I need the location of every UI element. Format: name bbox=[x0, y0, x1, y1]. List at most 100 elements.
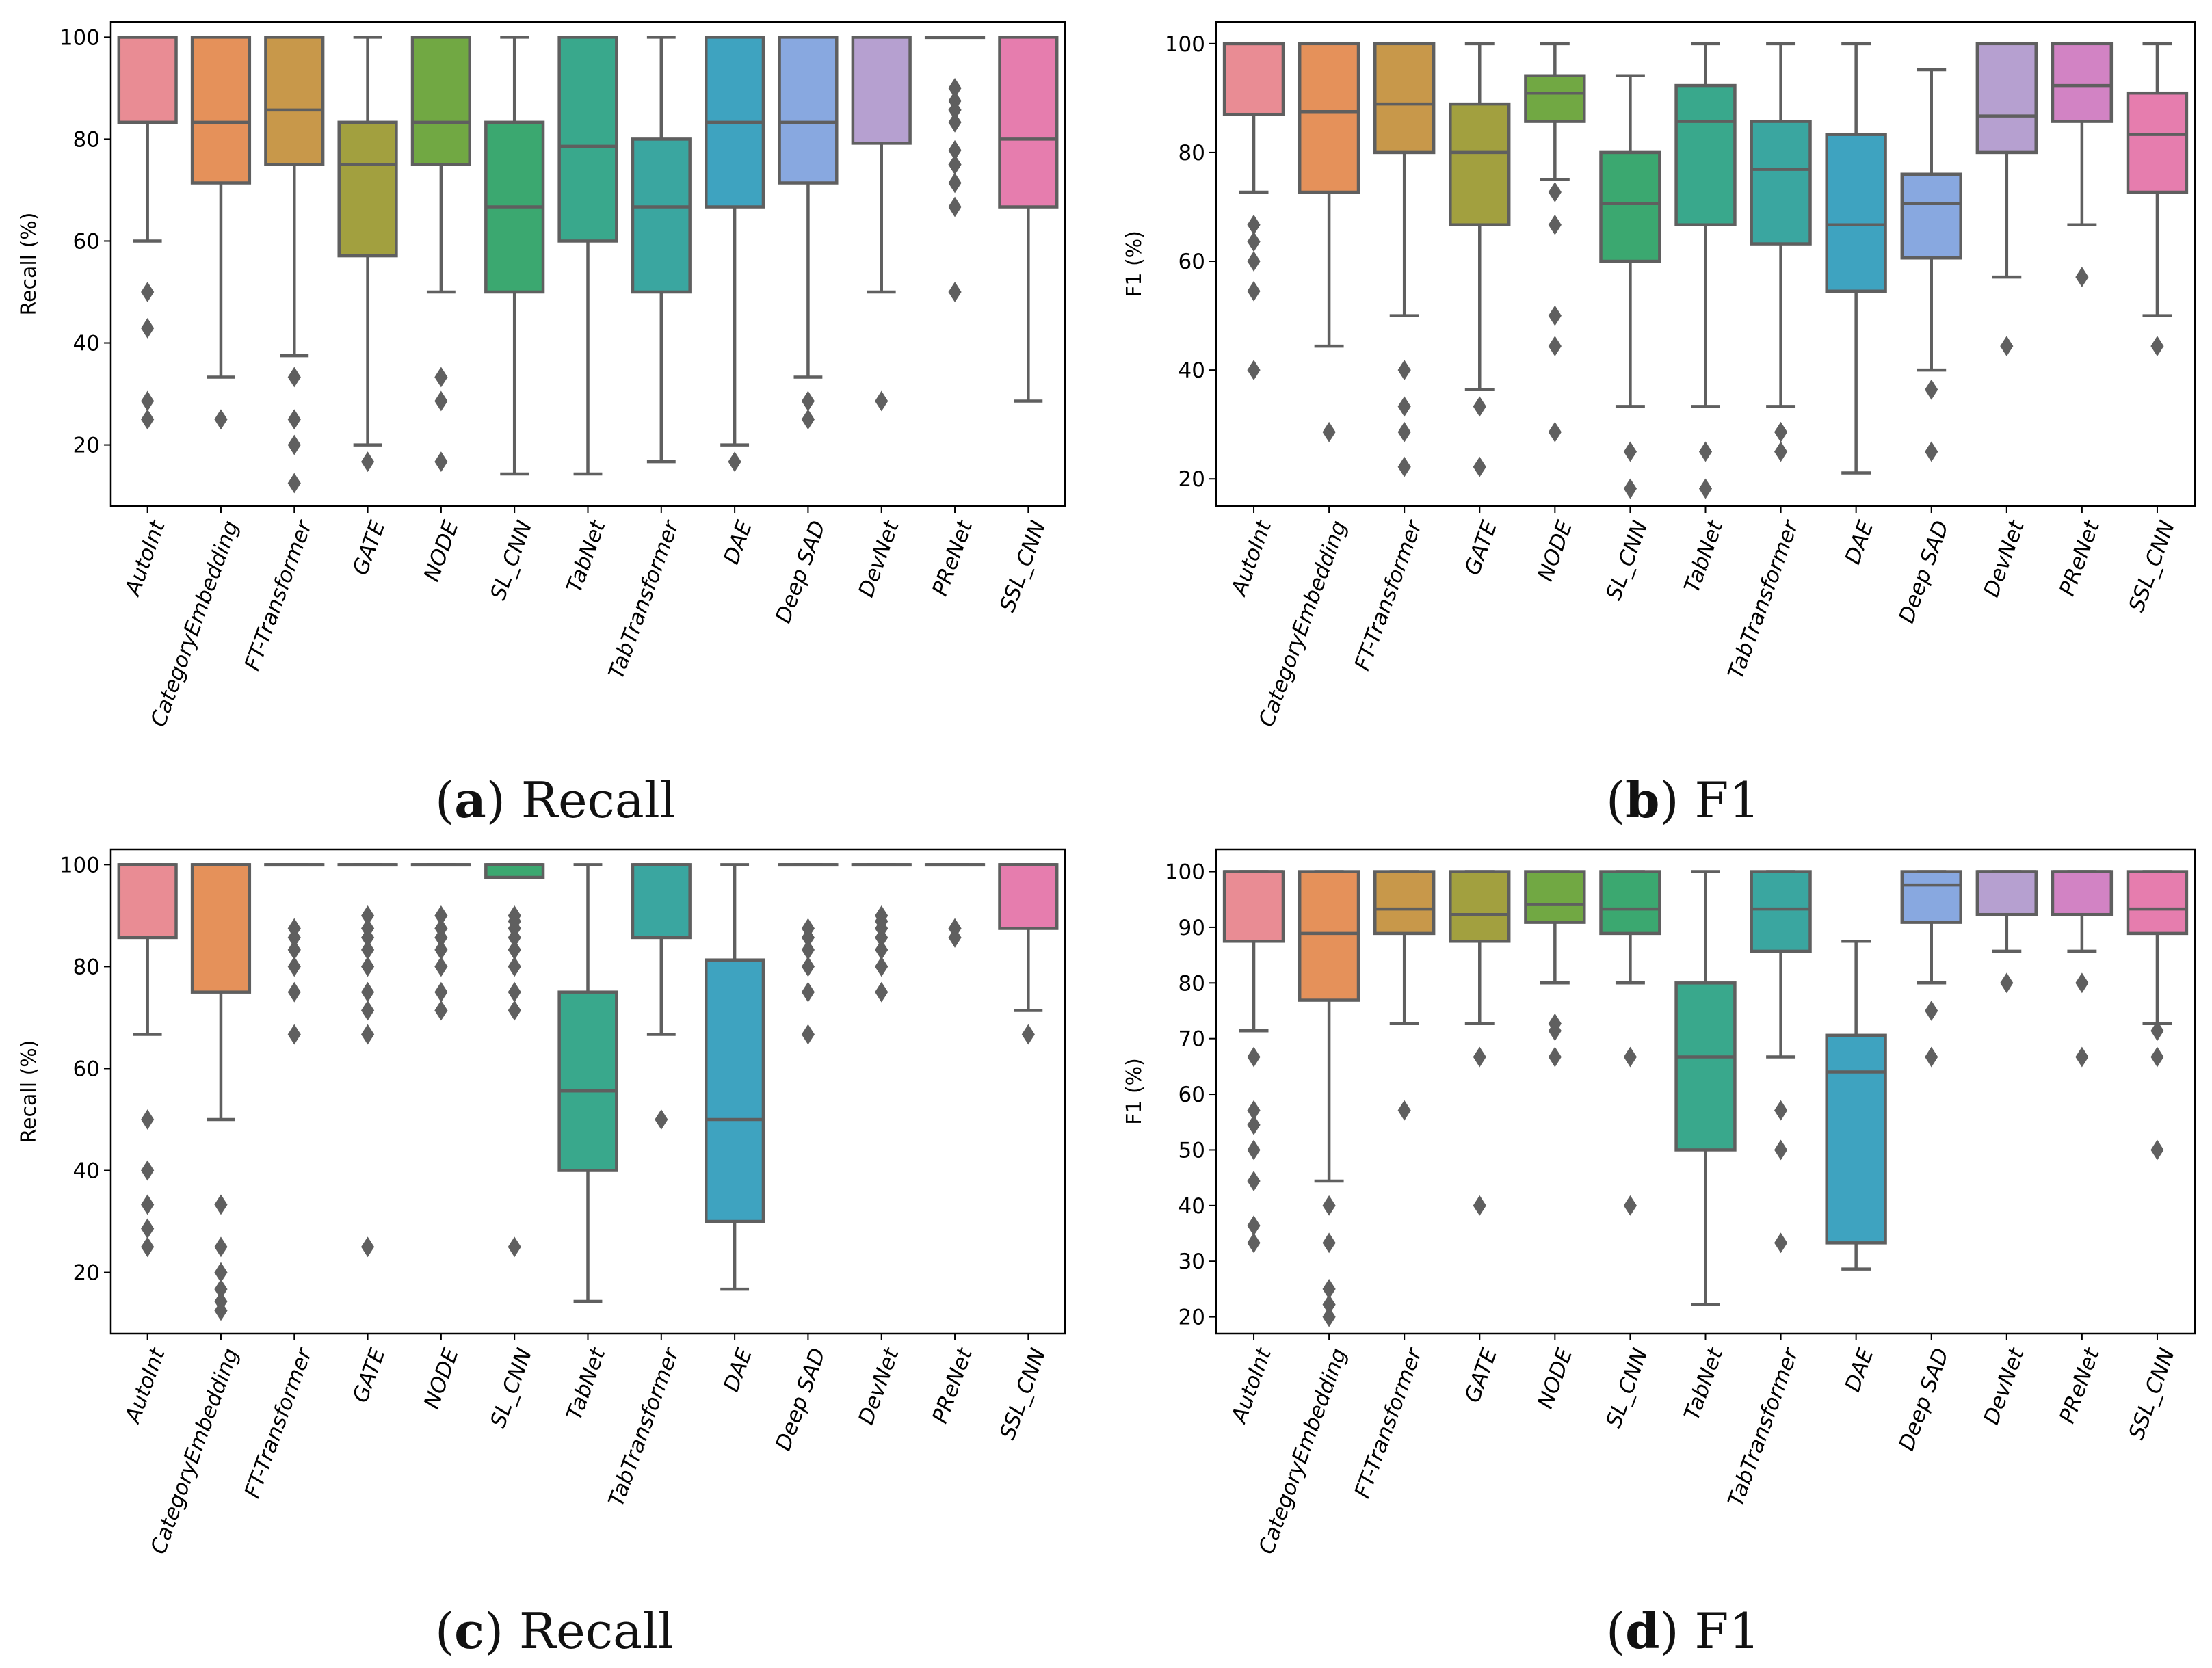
panel-c-ft-transformer-outlier-4 bbox=[287, 981, 301, 1003]
panel-a-node-box bbox=[410, 36, 471, 166]
panel-b-frame bbox=[1215, 21, 2196, 507]
panel-b-sl-cnn-outlier-1 bbox=[1623, 478, 1637, 499]
panel-d-ft-transformer-box bbox=[1373, 870, 1436, 936]
panel-d-node-box-group bbox=[1524, 870, 1586, 1068]
panel-b-autoint-outlier-2 bbox=[1247, 251, 1261, 272]
panel-a-ft-transformer-box-group bbox=[264, 36, 325, 494]
panel-a-sl-cnn-xtick-label: SL_CNN bbox=[486, 518, 537, 604]
panel-d-categoryembedding-box-group bbox=[1298, 870, 1360, 1327]
panel-d-deep-sad-xtick-label: Deep SAD bbox=[1894, 1345, 1953, 1454]
panel-c-autoint-xtick-label: AutoInt bbox=[120, 1344, 171, 1427]
panel-b-ytick-label-100: 100 bbox=[1165, 32, 1205, 57]
panel-d-devnet-box bbox=[1975, 870, 2038, 916]
panel-c-frame bbox=[109, 848, 1066, 1335]
panel-d-ytick-label-40: 40 bbox=[1179, 1194, 1205, 1219]
panel-c-ssl-cnn-box bbox=[998, 863, 1059, 930]
panel-c-ytick-label-40: 40 bbox=[73, 1159, 100, 1184]
chart-panel-b: 20 40 60 80 100 F1 (%) AutoIntCategoryEmbeddin… bbox=[1122, 21, 2196, 730]
panel-b-tabtransformer-box-group bbox=[1750, 42, 1812, 462]
panel-c-ytick-label-60: 60 bbox=[73, 1057, 100, 1081]
panel-d-tabtransformer-xtick-label: TabTransformer bbox=[1724, 1344, 1804, 1510]
panel-d-categoryembedding-xtick-label: CategoryEmbedding bbox=[1254, 1345, 1352, 1558]
panel-c-node-outlier-4 bbox=[434, 956, 448, 977]
panel-c-ytick-label-100: 100 bbox=[60, 853, 100, 877]
panel-a-frame bbox=[109, 21, 1066, 507]
panel-d-sl-cnn-box bbox=[1599, 870, 1661, 936]
panel-a-ytick-label-40: 40 bbox=[73, 332, 100, 356]
panel-a-tabnet-xtick-label: TabNet bbox=[562, 516, 611, 596]
panel-a-autoint-outlier-3 bbox=[141, 409, 155, 430]
panel-d-autoint-outlier-5 bbox=[1247, 1215, 1261, 1236]
panel-a-prenet-outlier-3 bbox=[948, 111, 962, 133]
panel-b-tabnet-outlier-1 bbox=[1698, 478, 1713, 499]
panel-a-node-outlier-2 bbox=[434, 451, 448, 473]
panel-d-deep-sad-outlier-1 bbox=[1925, 1046, 1938, 1068]
panel-d-autoint-outlier-2 bbox=[1247, 1114, 1261, 1135]
panel-d-ytick-label-60: 60 bbox=[1179, 1083, 1205, 1107]
panel-c-autoint-outlier-2 bbox=[141, 1194, 155, 1215]
panel-d-autoint-outlier-3 bbox=[1247, 1139, 1261, 1161]
panel-a-autoint-xtick-label: AutoInt bbox=[120, 516, 171, 600]
panel-a-gate-outlier-0 bbox=[360, 451, 375, 473]
panel-a-gate-xtick-label: GATE bbox=[348, 517, 391, 578]
panel-a-node-xtick-label: NODE bbox=[419, 517, 464, 584]
panel-b-ytick-label-40: 40 bbox=[1179, 358, 1205, 383]
panel-b-tabnet-box bbox=[1674, 83, 1737, 226]
panel-c-sl-cnn-outlier-8 bbox=[508, 1236, 521, 1258]
panel-d-prenet-xtick-label: PReNet bbox=[2055, 1344, 2105, 1427]
panel-d-dae-box bbox=[1825, 1033, 1887, 1245]
panel-d-ytick-label-80: 80 bbox=[1179, 971, 1205, 996]
panel-c-sl-cnn-outlier-7 bbox=[508, 1000, 521, 1021]
panel-a-dae-xtick-label: DAE bbox=[719, 517, 757, 567]
panel-b-ssl-cnn-xtick-label: SSL_CNN bbox=[2124, 518, 2180, 615]
caption-b-letter: b bbox=[1625, 771, 1660, 829]
panel-a-categoryembedding-box bbox=[190, 36, 252, 185]
panel-a-ft-transformer-box bbox=[264, 36, 325, 166]
caption-c-letter: c bbox=[454, 1602, 484, 1660]
panel-c-deep-sad-outlier-3 bbox=[801, 956, 815, 977]
panel-a-gate-box-group bbox=[337, 36, 398, 473]
panel-c-devnet-box-group bbox=[851, 863, 912, 1003]
panel-c-dae-box-group bbox=[705, 863, 765, 1291]
panel-c-gate-outlier-5 bbox=[360, 981, 375, 1003]
panel-a-autoint-outlier-0 bbox=[141, 282, 155, 302]
panel-c-ytick-label-20: 20 bbox=[73, 1261, 100, 1286]
panel-a-ft-transformer-outlier-2 bbox=[287, 434, 301, 455]
panel-c-node-outlier-6 bbox=[434, 1000, 448, 1021]
panel-d-ytick-label-50: 50 bbox=[1179, 1138, 1205, 1163]
caption-d: (d) F1 bbox=[1606, 1602, 1761, 1660]
panel-b-ft-transformer-outlier-2 bbox=[1397, 421, 1411, 442]
panel-b-prenet-outlier-0 bbox=[2075, 267, 2089, 288]
panel-c-prenet-outlier-1 bbox=[948, 927, 962, 948]
panel-d-ssl-cnn-outlier-0 bbox=[2150, 1020, 2164, 1042]
panel-c-gate-box-group bbox=[337, 863, 398, 1258]
panel-b-autoint-outlier-3 bbox=[1247, 280, 1261, 302]
panel-a-categoryembedding-outlier-0 bbox=[214, 409, 228, 430]
panel-c-gate-outlier-7 bbox=[360, 1024, 375, 1045]
panel-b-gate-box-group bbox=[1449, 42, 1511, 477]
panel-d-deep-sad-outlier-0 bbox=[1925, 1001, 1938, 1021]
panel-d-ssl-cnn-xtick-label: SSL_CNN bbox=[2124, 1345, 2180, 1443]
panel-d-sl-cnn-box-group bbox=[1599, 870, 1661, 1216]
panel-c-prenet-box-group bbox=[924, 863, 986, 948]
panel-c-node-xtick-label: NODE bbox=[419, 1345, 464, 1412]
panel-a-ft-transformer-outlier-1 bbox=[287, 409, 301, 430]
panel-d-ytick-label-70: 70 bbox=[1179, 1027, 1205, 1052]
panel-b-ft-transformer-xtick-label: FT-Transformer bbox=[1350, 516, 1427, 674]
panel-d-ft-transformer-box-group bbox=[1373, 870, 1436, 1121]
panel-a-autoint-box-group bbox=[117, 36, 178, 430]
panel-d-dae-box-group bbox=[1825, 940, 1887, 1271]
panel-d-devnet-xtick-label: DevNet bbox=[1979, 1344, 2029, 1428]
panel-c-ytick-label-80: 80 bbox=[73, 955, 100, 979]
panel-c-ft-transformer-box-group bbox=[264, 863, 325, 1045]
panel-a-node-outlier-1 bbox=[434, 390, 448, 412]
panel-d-autoint-xtick-label: AutoInt bbox=[1226, 1344, 1277, 1427]
panel-a-tabtransformer-box-group bbox=[631, 36, 692, 464]
panel-a-ft-transformer-outlier-0 bbox=[287, 367, 301, 388]
panel-b-ytick-label-20: 20 bbox=[1179, 467, 1205, 492]
panel-c-ft-transformer-xtick-label: FT-Transformer bbox=[240, 1344, 317, 1502]
panel-b-tabnet-xtick-label: TabNet bbox=[1679, 516, 1728, 596]
panel-a-ssl-cnn-box bbox=[998, 36, 1059, 209]
panel-c-prenet-xtick-label: PReNet bbox=[927, 1344, 977, 1427]
